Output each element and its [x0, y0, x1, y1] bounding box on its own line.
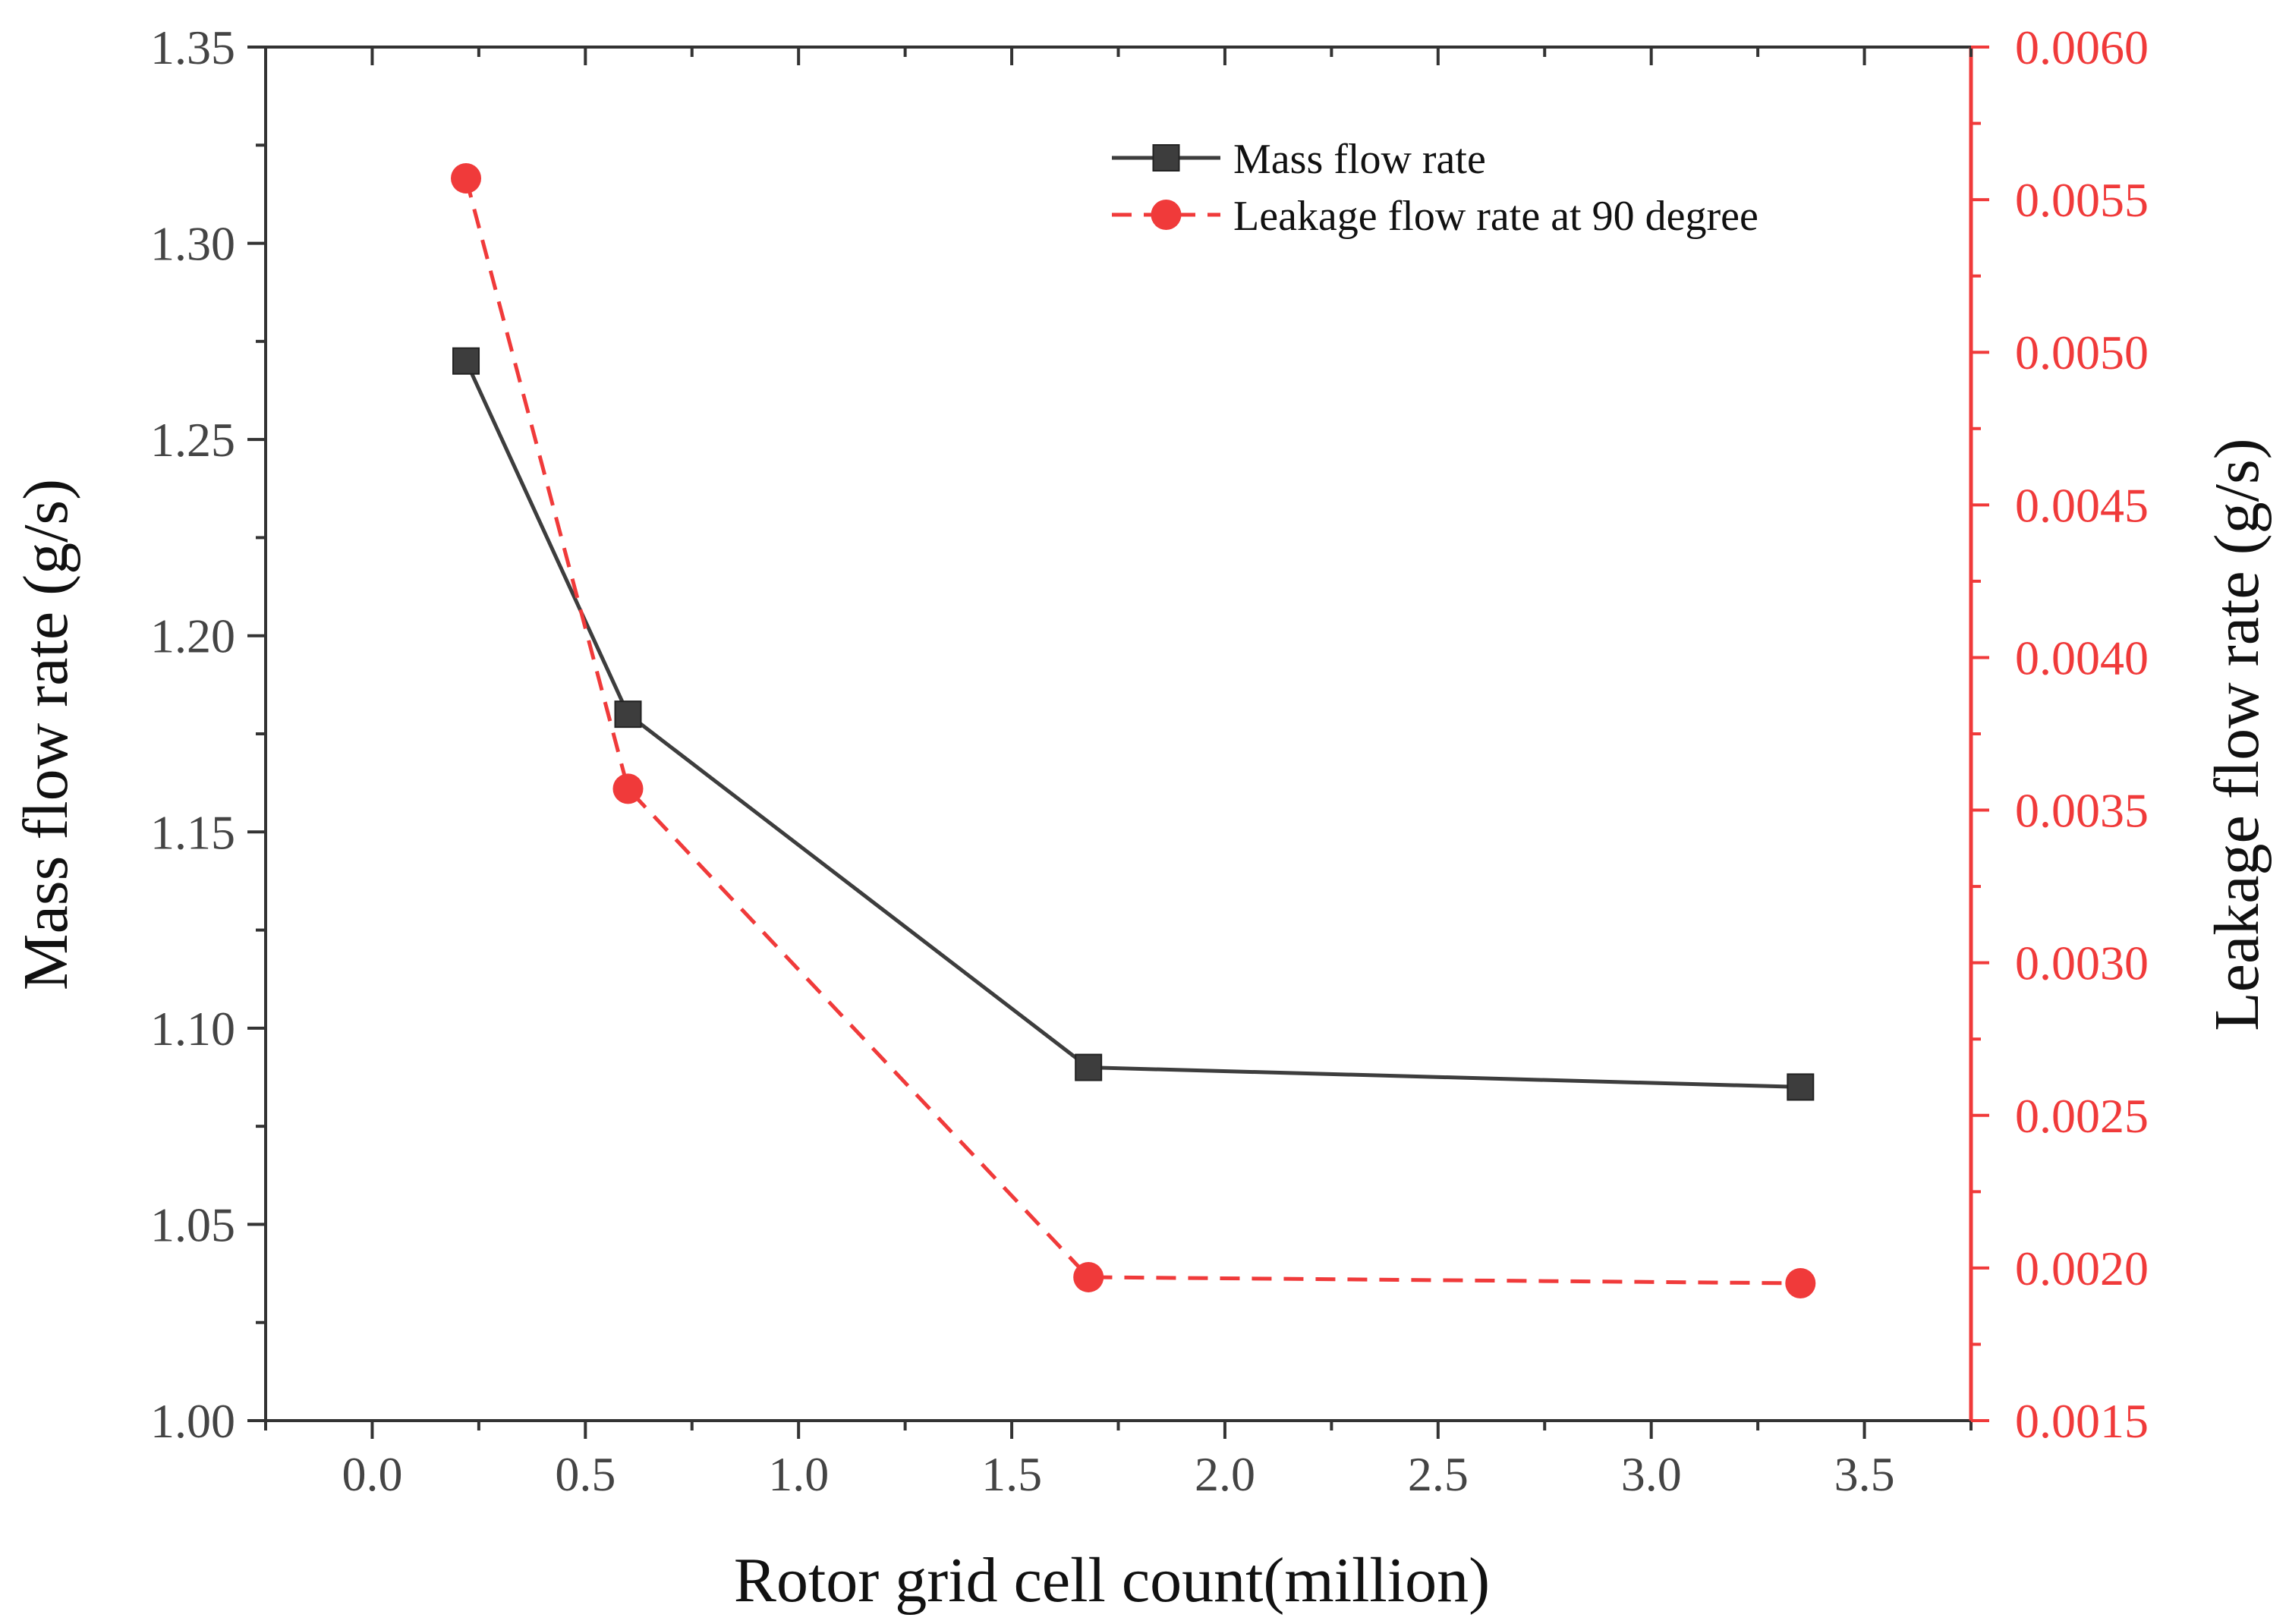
series-line-1 [464, 178, 1801, 1286]
right-y-tick-label: 0.0030 [2015, 936, 2149, 990]
x-tick-label: 0.0 [342, 1447, 402, 1501]
legend-label-0: Mass flow rate [1233, 136, 1486, 183]
right-y-tick-label: 0.0045 [2015, 478, 2149, 532]
data-point-square [1787, 1073, 1815, 1101]
right-y-tick-label: 0.0025 [2015, 1089, 2149, 1143]
legend-marker-square [1152, 144, 1180, 172]
data-point-circle [612, 773, 644, 804]
x-tick-label: 3.5 [1834, 1447, 1895, 1501]
right-y-tick-label: 0.0020 [2015, 1242, 2149, 1295]
left-y-axis-title: Mass flow rate (g/s) [11, 479, 81, 990]
data-point-circle [1073, 1261, 1104, 1292]
legend-marker-circle [1151, 200, 1182, 230]
x-tick-label: 1.5 [981, 1447, 1042, 1501]
x-tick-label: 2.0 [1195, 1447, 1255, 1501]
data-point-circle [451, 162, 482, 194]
x-tick-label: 0.5 [555, 1447, 616, 1501]
data-point-square [452, 347, 480, 375]
left-y-tick-label: 1.20 [150, 609, 235, 663]
x-tick-label: 2.5 [1408, 1447, 1469, 1501]
data-point-circle [1785, 1268, 1816, 1298]
left-y-tick-label: 1.00 [150, 1394, 235, 1448]
x-tick-label: 1.0 [768, 1447, 829, 1501]
right-y-axis-title: Leakage flow rate (g/s) [2202, 438, 2272, 1031]
x-axis-title: Rotor grid cell count(million) [734, 1545, 1490, 1616]
left-y-tick-label: 1.25 [150, 413, 235, 467]
left-y-tick-label: 1.30 [150, 217, 235, 271]
data-point-square [1075, 1053, 1103, 1081]
x-tick-label: 3.0 [1621, 1447, 1682, 1501]
left-y-tick-label: 1.35 [150, 20, 235, 74]
left-y-tick-label: 1.05 [150, 1198, 235, 1251]
plot-series [451, 162, 1816, 1298]
right-y-tick-label: 0.0050 [2015, 326, 2149, 379]
right-y-tick-label: 0.0040 [2015, 631, 2149, 685]
right-y-tick-label: 0.0060 [2015, 20, 2149, 74]
axes-frame: 0.0 0.5 1.0 1.5 2.0 2.5 3.0 3.5 1.00 1.05 1.10 1.15… [150, 20, 2149, 1501]
right-y-tick-label: 0.0035 [2015, 784, 2149, 838]
left-y-tick-label: 1.15 [150, 805, 235, 859]
right-y-tick-label: 0.0015 [2015, 1394, 2149, 1448]
right-y-tick-label: 0.0055 [2015, 173, 2149, 227]
left-y-tick-label: 1.10 [150, 1002, 235, 1056]
series-line-0 [464, 360, 1801, 1089]
data-point-square [614, 700, 642, 729]
axis-titles: Rotor grid cell count(million) Mass flow… [11, 438, 2272, 1616]
legend: Mass flow rate Leakage flow rate at 90 de… [1112, 136, 1758, 240]
legend-label-1: Leakage flow rate at 90 degree [1233, 193, 1758, 240]
